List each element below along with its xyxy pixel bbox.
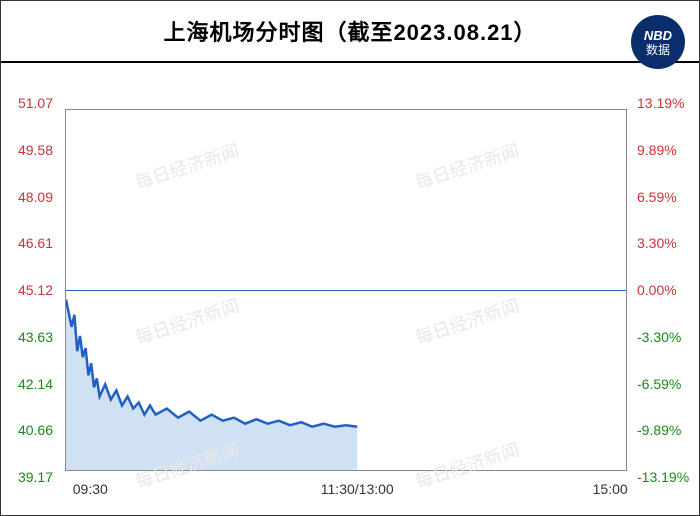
chart-title: 上海机场分时图（截至2023.08.21） (163, 15, 536, 47)
baseline (66, 290, 626, 291)
y-right-tick: -9.89% (637, 422, 681, 438)
x-tick: 15:00 (593, 481, 628, 497)
x-axis: 09:30 11:30/13:00 15:00 (65, 481, 627, 501)
y-left-tick: 42.14 (18, 376, 53, 392)
nbd-badge: NBD 数据 (631, 15, 685, 69)
y-left-tick: 48.09 (18, 189, 53, 205)
y-right-tick: -3.30% (637, 329, 681, 345)
y-right-tick: 0.00% (637, 282, 677, 298)
y-right-tick: 13.19% (637, 95, 684, 111)
chart-card: 上海机场分时图（截至2023.08.21） NBD 数据 51.07 49.58 4… (0, 0, 700, 516)
y-right-axis: 13.19%9.89%6.59%3.30%0.00%-3.30%-6.59%-9… (631, 103, 699, 477)
badge-top-text: NBD (644, 29, 672, 42)
y-left-tick: 39.17 (18, 469, 53, 485)
y-left-tick: 43.63 (18, 329, 53, 345)
plot-area: 每日经济新闻每日经济新闻每日经济新闻每日经济新闻每日经济新闻每日经济新闻 (65, 109, 627, 471)
chart-area: 51.07 49.58 48.09 46.61 45.12 43.63 42.14 40.66… (1, 65, 699, 515)
y-left-tick: 49.58 (18, 142, 53, 158)
y-right-tick: 9.89% (637, 142, 677, 158)
x-tick: 11:30/13:00 (321, 481, 394, 497)
y-right-tick: 3.30% (637, 235, 677, 251)
header: 上海机场分时图（截至2023.08.21） NBD 数据 (1, 1, 699, 63)
y-right-tick: -6.59% (637, 376, 681, 392)
y-left-tick: 45.12 (18, 282, 53, 298)
y-left-tick: 51.07 (18, 95, 53, 111)
y-left-axis: 51.0749.5848.0946.6145.1243.6342.1440.66… (1, 103, 61, 477)
y-left-tick: 40.66 (18, 422, 53, 438)
y-right-tick: -13.19% (637, 469, 689, 485)
area-fill (66, 300, 357, 470)
y-right-tick: 6.59% (637, 189, 677, 205)
x-tick: 09:30 (73, 481, 108, 497)
badge-bot-text: 数据 (646, 44, 670, 56)
y-left-tick: 46.61 (18, 235, 53, 251)
